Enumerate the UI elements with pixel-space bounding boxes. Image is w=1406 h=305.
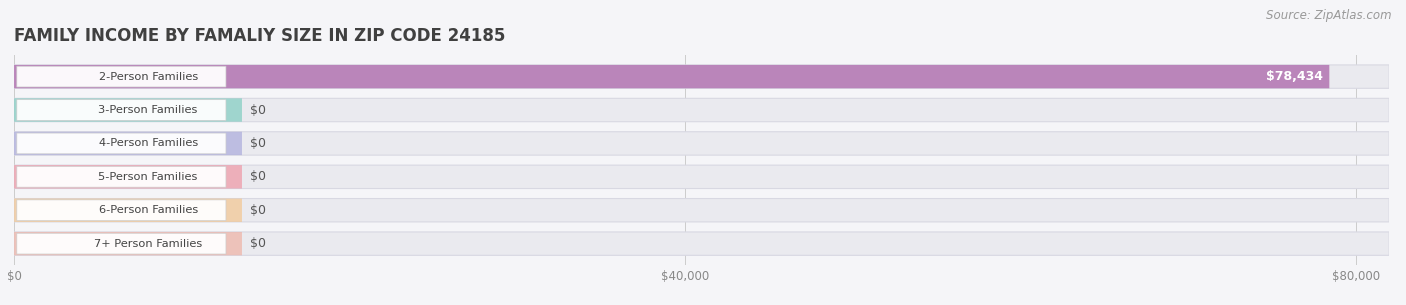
Text: 3-Person Families: 3-Person Families [98, 105, 198, 115]
Text: 5-Person Families: 5-Person Families [98, 172, 198, 182]
FancyBboxPatch shape [14, 132, 242, 155]
FancyBboxPatch shape [17, 133, 226, 154]
FancyBboxPatch shape [17, 167, 226, 187]
FancyBboxPatch shape [14, 165, 242, 188]
FancyBboxPatch shape [14, 98, 1389, 122]
Text: $0: $0 [250, 170, 266, 183]
FancyBboxPatch shape [14, 65, 1329, 88]
FancyBboxPatch shape [17, 100, 226, 120]
FancyBboxPatch shape [17, 200, 226, 221]
Text: $0: $0 [250, 204, 266, 217]
FancyBboxPatch shape [14, 232, 242, 255]
FancyBboxPatch shape [14, 199, 1389, 222]
Text: Source: ZipAtlas.com: Source: ZipAtlas.com [1267, 9, 1392, 22]
FancyBboxPatch shape [14, 199, 242, 222]
FancyBboxPatch shape [14, 98, 242, 122]
FancyBboxPatch shape [14, 165, 1389, 188]
FancyBboxPatch shape [14, 232, 1389, 255]
Text: 2-Person Families: 2-Person Families [98, 72, 198, 82]
Text: $0: $0 [250, 103, 266, 117]
Text: $0: $0 [250, 137, 266, 150]
FancyBboxPatch shape [17, 66, 226, 87]
Text: $0: $0 [250, 237, 266, 250]
FancyBboxPatch shape [14, 65, 1389, 88]
Text: 6-Person Families: 6-Person Families [98, 205, 198, 215]
FancyBboxPatch shape [14, 132, 1389, 155]
FancyBboxPatch shape [17, 233, 226, 254]
Text: FAMILY INCOME BY FAMALIY SIZE IN ZIP CODE 24185: FAMILY INCOME BY FAMALIY SIZE IN ZIP COD… [14, 27, 505, 45]
Text: 4-Person Families: 4-Person Families [98, 138, 198, 149]
Text: 7+ Person Families: 7+ Person Families [94, 239, 202, 249]
Text: $78,434: $78,434 [1265, 70, 1323, 83]
